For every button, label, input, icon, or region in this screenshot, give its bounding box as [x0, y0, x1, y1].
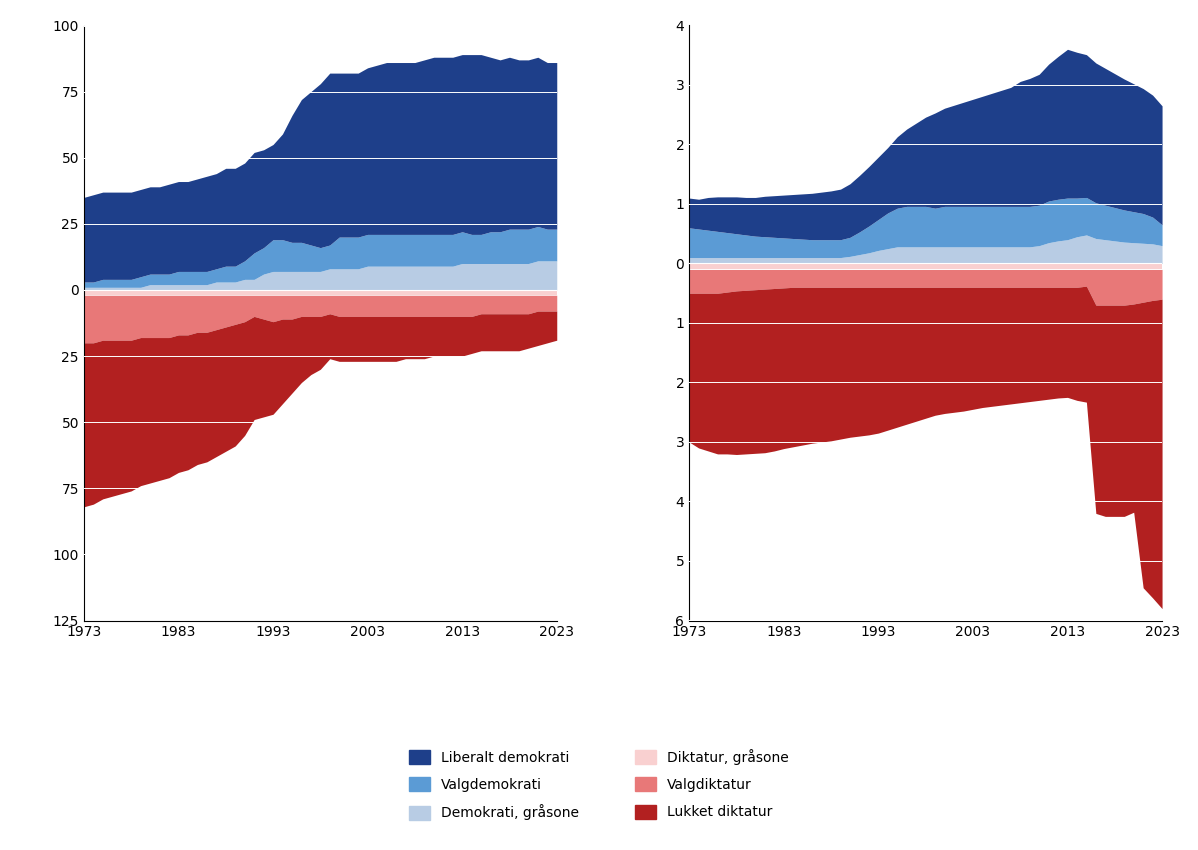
Legend: Liberalt demokrati, Valgdemokrati, Demokrati, gråsone, Diktatur, gråsone, Valgdi: Liberalt demokrati, Valgdemokrati, Demok… [404, 743, 794, 826]
